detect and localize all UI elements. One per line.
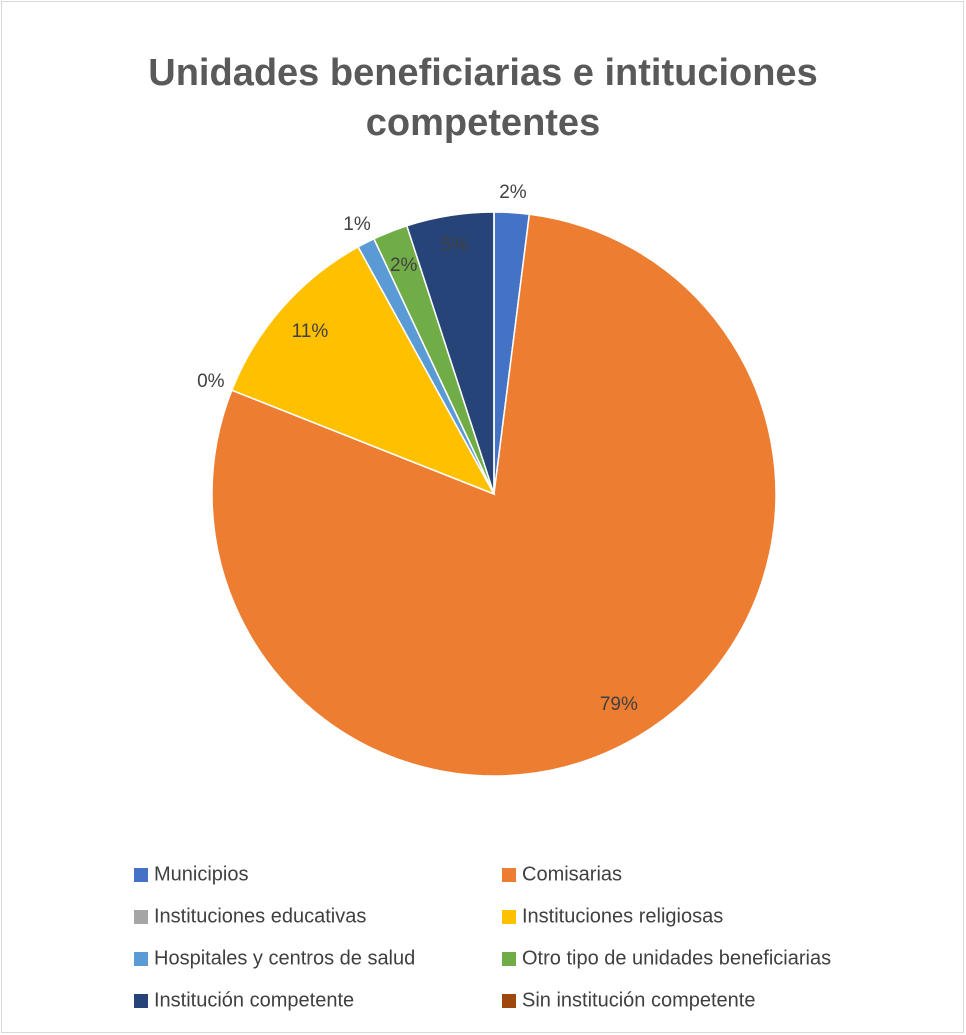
chart-title: Unidades beneficiarias e intituciones (148, 52, 817, 94)
legend-swatch (134, 994, 148, 1008)
data-label: 0% (197, 371, 225, 392)
legend-label: Municipios (154, 863, 248, 885)
data-label: 1% (343, 214, 371, 235)
legend-swatch (134, 868, 148, 882)
pie-slice (230, 245, 496, 496)
data-label: 2% (390, 255, 418, 276)
legend-swatch (502, 868, 516, 882)
legend-swatch (134, 910, 148, 924)
legend-label: Hospitales y centros de salud (154, 947, 415, 969)
pie-slice (211, 213, 777, 777)
data-label: 5% (441, 235, 469, 256)
legend-label: Institución competente (154, 989, 354, 1011)
legend-label: Instituciones educativas (154, 905, 366, 927)
data-label: 11% (292, 321, 329, 342)
legend-label: Instituciones religiosas (522, 905, 723, 927)
legend-swatch (502, 994, 516, 1008)
legend-swatch (134, 952, 148, 966)
chart-title: competentes (366, 102, 600, 144)
data-label: 79% (600, 694, 638, 715)
legend-label: Comisarias (522, 863, 622, 885)
legend-swatch (502, 952, 516, 966)
legend-label: Sin institución competente (522, 989, 755, 1011)
data-label: 2% (499, 182, 527, 203)
legend-swatch (502, 910, 516, 924)
legend-label: Otro tipo de unidades beneficiarias (522, 947, 831, 969)
